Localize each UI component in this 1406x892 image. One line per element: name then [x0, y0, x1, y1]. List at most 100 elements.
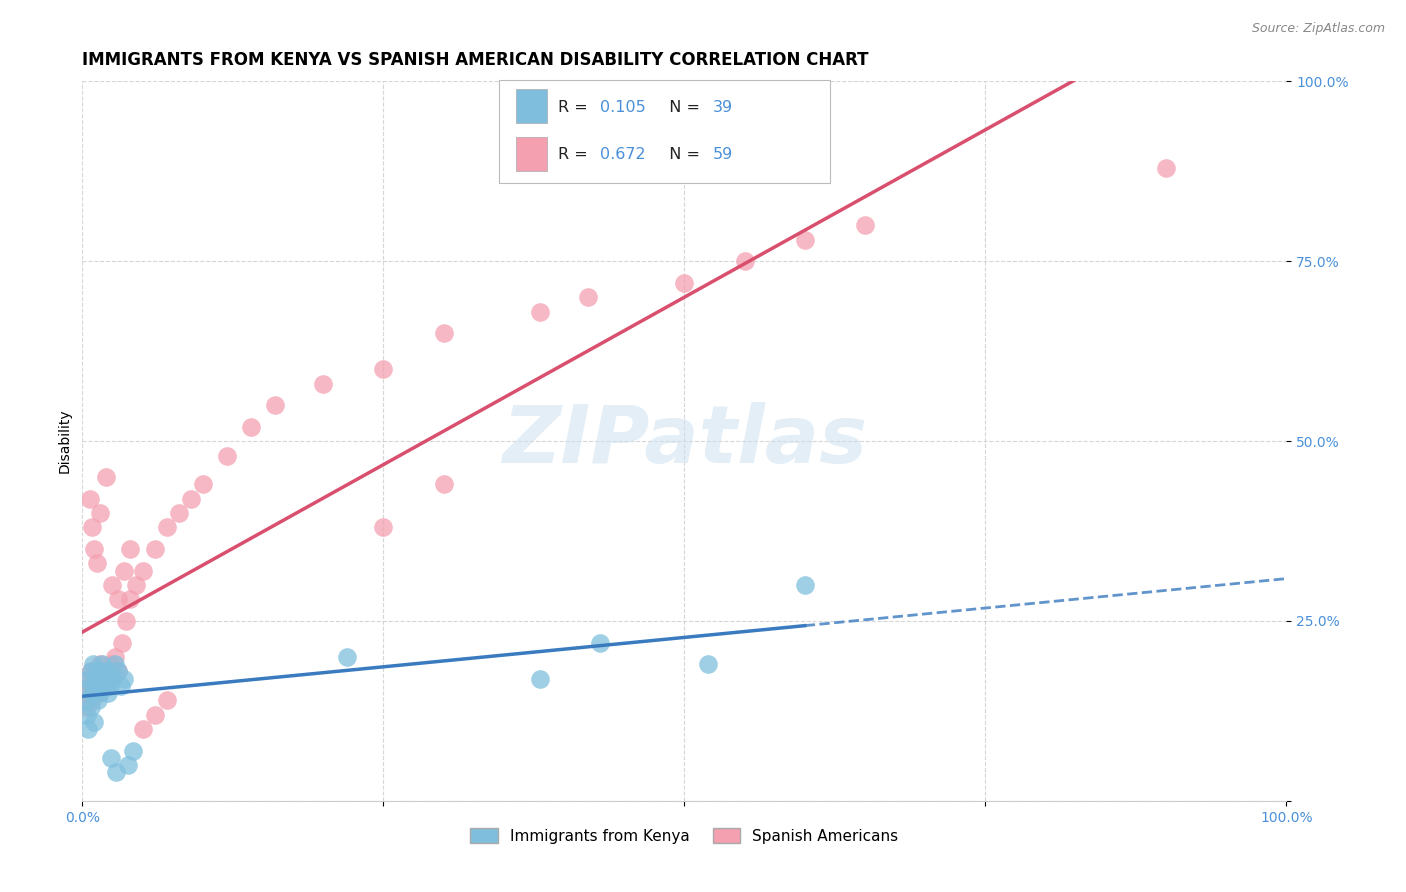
- Point: [117, 758, 139, 772]
- Point: [97, 665, 120, 679]
- Text: 0.105: 0.105: [600, 100, 647, 115]
- Legend: Immigrants from Kenya, Spanish Americans: Immigrants from Kenya, Spanish Americans: [470, 828, 898, 844]
- Point: [125, 578, 148, 592]
- Point: [100, 657, 122, 672]
- Point: [89, 657, 111, 672]
- Point: [191, 477, 214, 491]
- Point: [86, 557, 108, 571]
- Point: [80, 665, 103, 679]
- Point: [94, 665, 117, 679]
- Point: [529, 672, 551, 686]
- Point: [432, 477, 454, 491]
- Point: [80, 520, 103, 534]
- Point: [373, 520, 395, 534]
- Point: [79, 679, 101, 693]
- Point: [143, 707, 166, 722]
- Point: [80, 686, 103, 700]
- Point: [96, 470, 118, 484]
- Point: [91, 672, 114, 686]
- Point: [336, 650, 359, 665]
- Point: [529, 304, 551, 318]
- Point: [87, 679, 110, 693]
- Point: [76, 707, 98, 722]
- Text: R =: R =: [558, 147, 593, 162]
- Point: [75, 693, 97, 707]
- Point: [82, 679, 104, 693]
- Point: [853, 219, 876, 233]
- Point: [79, 491, 101, 506]
- Point: [79, 679, 101, 693]
- Point: [104, 657, 127, 672]
- Point: [83, 542, 105, 557]
- Point: [89, 665, 111, 679]
- Point: [120, 592, 142, 607]
- Point: [104, 650, 127, 665]
- Point: [86, 665, 108, 679]
- Point: [83, 672, 105, 686]
- Point: [576, 290, 599, 304]
- Point: [312, 376, 335, 391]
- Point: [673, 276, 696, 290]
- Point: [131, 564, 153, 578]
- Point: [89, 506, 111, 520]
- Point: [131, 722, 153, 736]
- Point: [1154, 161, 1177, 175]
- Point: [89, 672, 111, 686]
- Point: [80, 693, 103, 707]
- Point: [77, 722, 100, 736]
- Point: [734, 254, 756, 268]
- Point: [114, 564, 136, 578]
- Point: [101, 672, 124, 686]
- Point: [80, 665, 103, 679]
- Point: [121, 743, 143, 757]
- Point: [82, 657, 104, 672]
- Text: N =: N =: [659, 147, 706, 162]
- Point: [432, 326, 454, 341]
- Text: N =: N =: [659, 100, 706, 115]
- Point: [89, 679, 111, 693]
- Point: [264, 398, 287, 412]
- Point: [98, 679, 121, 693]
- Point: [86, 672, 108, 686]
- Text: Source: ZipAtlas.com: Source: ZipAtlas.com: [1251, 22, 1385, 36]
- Point: [793, 578, 815, 592]
- Point: [93, 679, 115, 693]
- Point: [83, 714, 105, 729]
- Point: [76, 686, 98, 700]
- Point: [114, 672, 136, 686]
- Point: [80, 700, 103, 714]
- Text: 59: 59: [713, 147, 733, 162]
- Point: [155, 520, 177, 534]
- Point: [89, 686, 111, 700]
- Text: ZIPatlas: ZIPatlas: [502, 402, 868, 480]
- Point: [143, 542, 166, 557]
- Point: [110, 679, 132, 693]
- Point: [83, 679, 105, 693]
- Point: [180, 491, 202, 506]
- Point: [589, 635, 612, 649]
- Point: [96, 672, 118, 686]
- Point: [239, 419, 262, 434]
- Point: [100, 750, 122, 764]
- Point: [107, 592, 129, 607]
- Point: [793, 233, 815, 247]
- Point: [101, 578, 124, 592]
- Point: [77, 672, 100, 686]
- Text: R =: R =: [558, 100, 593, 115]
- Point: [114, 614, 136, 628]
- Point: [167, 506, 190, 520]
- Point: [84, 665, 107, 679]
- Point: [105, 765, 128, 780]
- Point: [215, 449, 238, 463]
- Point: [107, 665, 129, 679]
- Point: [90, 657, 112, 672]
- Text: 39: 39: [713, 100, 733, 115]
- Point: [107, 665, 129, 679]
- Point: [91, 672, 114, 686]
- Point: [155, 693, 177, 707]
- Text: 0.672: 0.672: [600, 147, 645, 162]
- Y-axis label: Disability: Disability: [58, 409, 72, 474]
- Point: [96, 665, 118, 679]
- Point: [87, 693, 110, 707]
- Text: IMMIGRANTS FROM KENYA VS SPANISH AMERICAN DISABILITY CORRELATION CHART: IMMIGRANTS FROM KENYA VS SPANISH AMERICA…: [83, 51, 869, 69]
